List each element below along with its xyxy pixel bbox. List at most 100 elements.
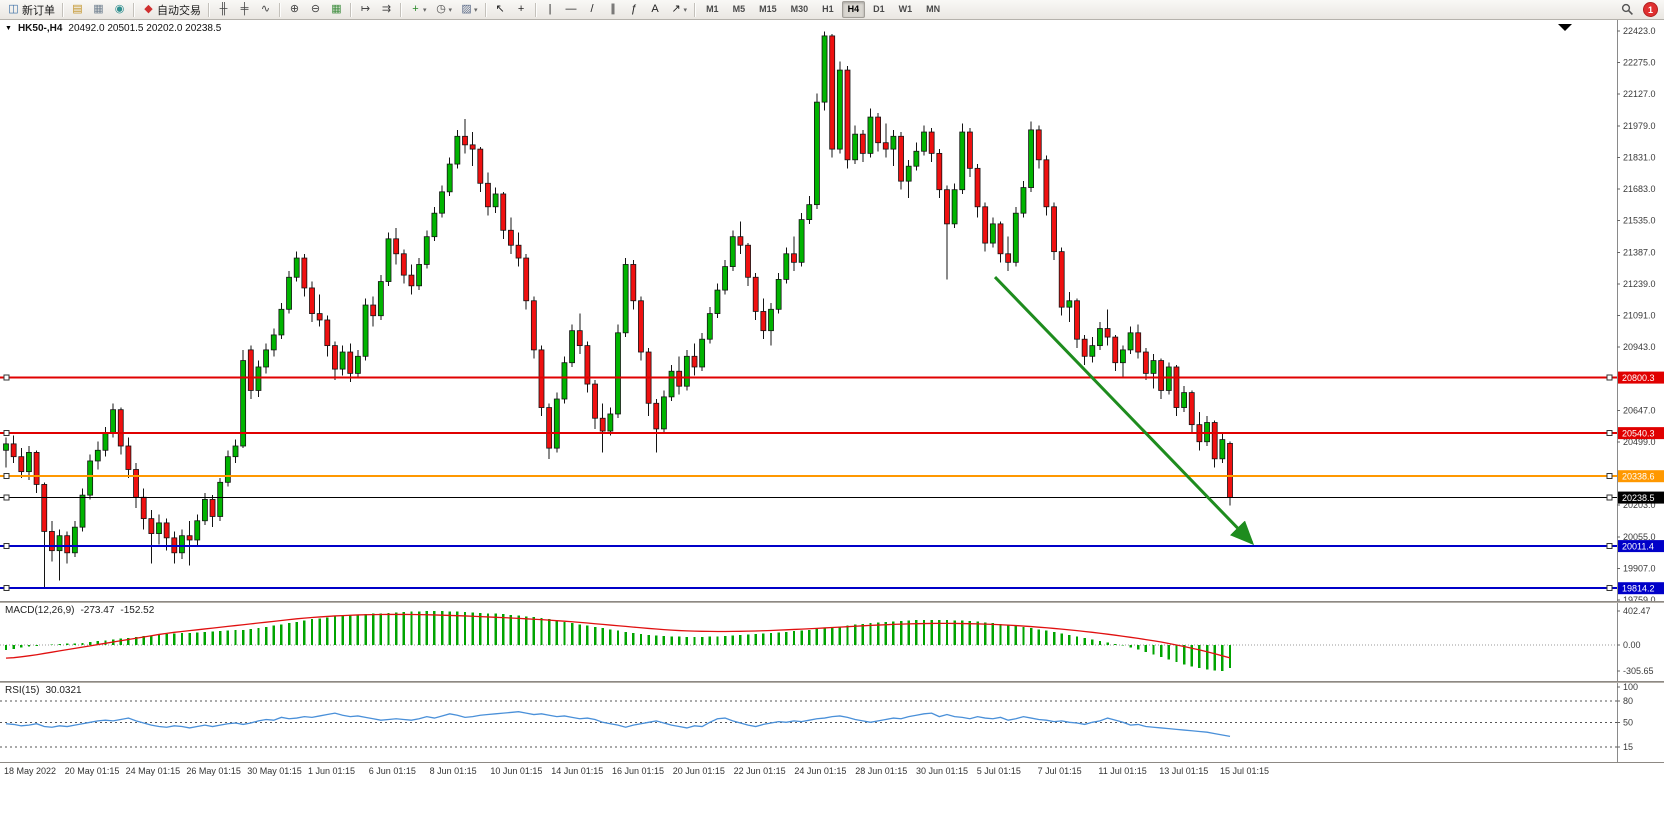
bar-chart-icon[interactable]: ╫: [213, 0, 234, 19]
candlestick-chart[interactable]: 22423.0 22275.0 22127.0 21979.0 21831.0 21683…: [0, 20, 1664, 601]
timeframe-d1[interactable]: D1: [873, 4, 885, 14]
candle-body: [1089, 345, 1096, 357]
hline-handle[interactable]: [1606, 585, 1613, 592]
chart-shift-marker[interactable]: [1558, 24, 1572, 31]
candle-body: [49, 531, 55, 552]
candle-body: [110, 409, 116, 434]
candle-body: [974, 167, 981, 208]
timeframe-h4[interactable]: H4: [841, 1, 866, 18]
vertical-line-icon[interactable]: |: [540, 0, 561, 19]
trendline-icon[interactable]: /: [582, 0, 603, 19]
timeframe-m30[interactable]: M30: [790, 4, 809, 14]
refresh-icon[interactable]: ◉: [109, 0, 130, 19]
price-line-label-bg: [1618, 371, 1664, 384]
time-label: 1 Jun 01:15: [308, 766, 356, 776]
arrows-icon[interactable]: ↗ ▾: [666, 0, 692, 19]
ohlc-values: 20492.0 20501.5 20202.0 20238.5: [68, 23, 222, 34]
candle-body: [1051, 206, 1057, 253]
candle-body: [1204, 422, 1210, 443]
print-icon[interactable]: ▦: [88, 0, 109, 19]
time-label: 10 Jun 01:15: [490, 766, 543, 776]
hline-handle[interactable]: [1606, 430, 1613, 437]
trend-arrow[interactable]: [993, 276, 1255, 546]
autotrading-button[interactable]: ◆ 自动交易: [138, 0, 205, 19]
hline-handle[interactable]: [3, 494, 10, 501]
candle-body: [293, 257, 300, 278]
price-line-label-bg: [1618, 470, 1664, 483]
price-axis-label: 21387.0: [1623, 247, 1656, 257]
indicators-icon[interactable]: + ▾: [405, 0, 431, 19]
text-icon-glyph: A: [651, 3, 659, 15]
candle-body: [806, 204, 813, 220]
templates-icon[interactable]: ▨ ▾: [456, 0, 482, 19]
tile-windows-icon[interactable]: ▦: [326, 0, 347, 19]
candle-body: [898, 135, 904, 182]
candle-body: [951, 189, 958, 225]
charts-icon-glyph: ▤: [72, 3, 83, 15]
time-axis[interactable]: 18 May 2022 20 May 01:15 24 May 01:15 26 Ma…: [0, 762, 1664, 780]
hline-handle[interactable]: [3, 585, 10, 592]
candle-body: [79, 494, 86, 528]
macd-panel: 402.47 0.00 -305.65 MACD(12,26,9) -273.47 …: [0, 603, 1664, 681]
timeframe-m5[interactable]: M5: [732, 4, 746, 14]
arrows-icon-glyph: ↗: [671, 3, 681, 15]
panel-splitter[interactable]: [0, 601, 1664, 603]
candlestick-icon[interactable]: ╪: [234, 0, 255, 19]
auto-scroll-icon[interactable]: ↦: [355, 0, 376, 19]
candle-body: [56, 535, 63, 552]
search-icon[interactable]: [1617, 0, 1638, 19]
zoom-out-icon[interactable]: ⊖: [305, 0, 326, 19]
timeframe-mn[interactable]: MN: [926, 4, 941, 14]
collapse-icon[interactable]: ▼: [5, 25, 12, 32]
text-icon[interactable]: A: [645, 0, 666, 19]
chart-shift-icon-glyph: ⇉: [381, 3, 392, 15]
candle-body: [133, 469, 139, 498]
candle-body: [278, 308, 285, 336]
candle-body: [783, 253, 790, 280]
hline-handle[interactable]: [3, 543, 10, 550]
channel-icon-glyph: ∥: [610, 3, 616, 15]
candle-body: [255, 366, 262, 391]
horizontal-line-icon[interactable]: —: [561, 0, 582, 19]
fibonacci-icon[interactable]: ƒ: [624, 0, 645, 19]
candle-body: [370, 304, 377, 317]
candle-body: [286, 276, 292, 310]
zoom-in-icon-glyph: ⊕: [289, 3, 300, 15]
hline-handle[interactable]: [1606, 374, 1613, 381]
notification-badge[interactable]: 1: [1643, 2, 1658, 17]
candle-body: [1020, 187, 1027, 214]
hline-handle[interactable]: [3, 430, 10, 437]
crosshair-icon[interactable]: +: [511, 0, 532, 19]
timeframe-m15[interactable]: M15: [759, 4, 777, 14]
hline-handle[interactable]: [1606, 473, 1613, 480]
timeframe-h1[interactable]: H1: [822, 4, 834, 14]
candle-body: [676, 370, 683, 387]
timeframe-w1[interactable]: W1: [898, 4, 913, 14]
candle-body: [752, 276, 759, 312]
candle-body: [967, 131, 973, 169]
channel-icon[interactable]: ∥: [603, 0, 624, 19]
toolbar-separator: [534, 2, 537, 17]
panel-splitter[interactable]: [0, 681, 1664, 683]
cursor-icon[interactable]: ↖: [490, 0, 511, 19]
line-chart-icon[interactable]: ∿: [255, 0, 276, 19]
candle-body: [148, 518, 155, 534]
charts-icon[interactable]: ▤: [67, 0, 88, 19]
hline-handle[interactable]: [3, 374, 10, 381]
candle-body: [1120, 349, 1126, 364]
timeframe-m1[interactable]: M1: [706, 4, 719, 14]
rsi-axis-label: 100: [1623, 683, 1638, 692]
hline-handle[interactable]: [1606, 543, 1613, 550]
hline-handle[interactable]: [1606, 494, 1613, 501]
price-axis-label: 19907.0: [1623, 563, 1656, 573]
macd-label: MACD(12,26,9) -273.47 -152.52: [5, 605, 154, 616]
candle-body: [921, 131, 927, 152]
time-label: 14 Jun 01:15: [551, 766, 604, 776]
new-order-button[interactable]: ◫ 新订单: [3, 0, 59, 19]
zoom-in-icon[interactable]: ⊕: [284, 0, 305, 19]
candle-body: [1219, 439, 1226, 460]
candle-body: [1104, 328, 1111, 338]
chart-shift-icon[interactable]: ⇉: [376, 0, 397, 19]
hline-handle[interactable]: [3, 473, 10, 480]
periods-icon[interactable]: ◷ ▾: [431, 0, 457, 19]
